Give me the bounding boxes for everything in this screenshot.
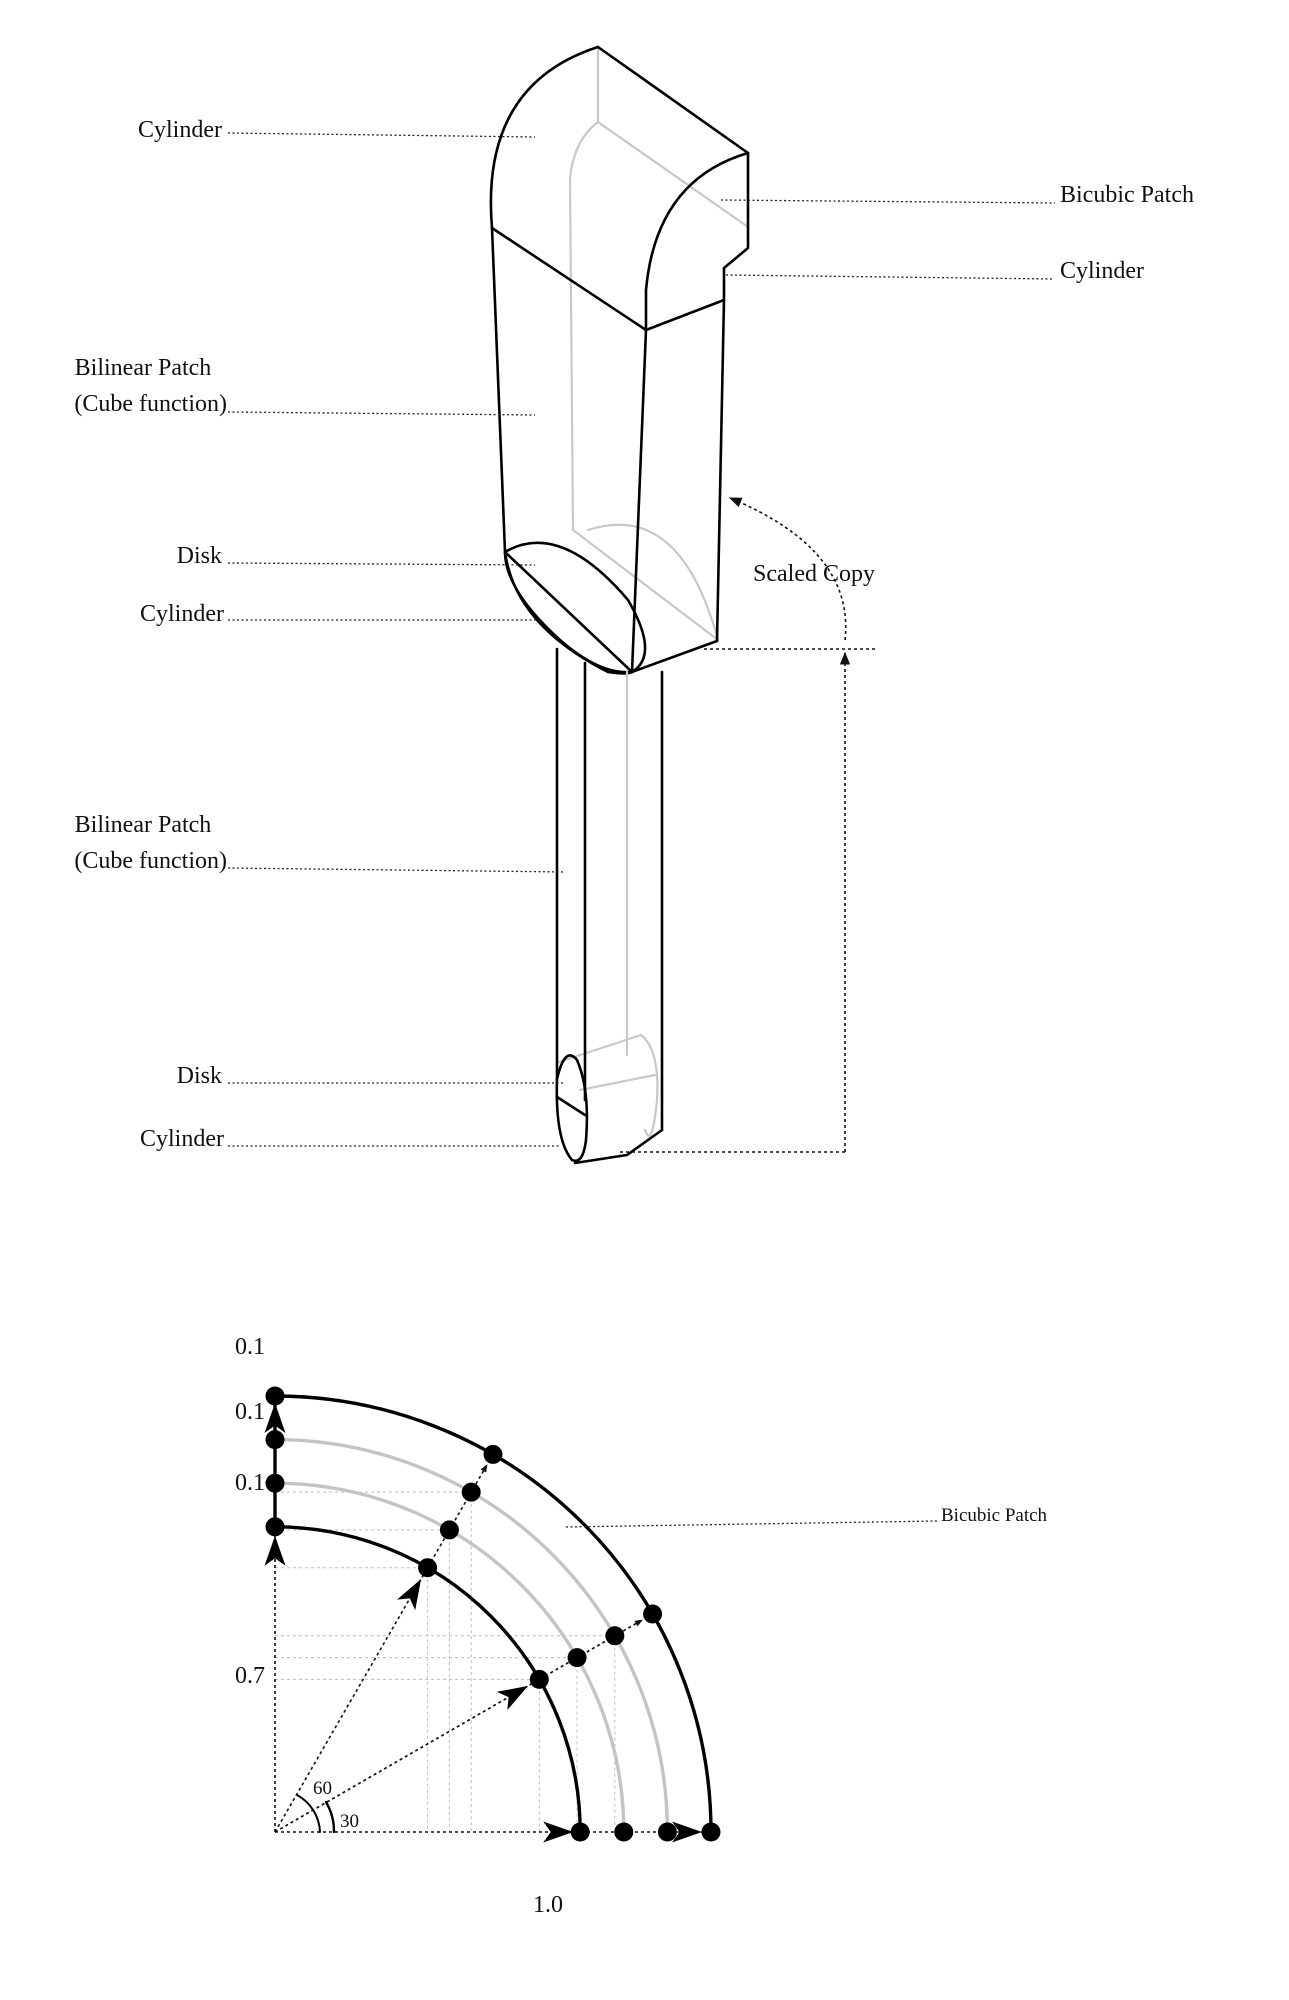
stem-edges: [555, 647, 664, 1165]
label-disk-bottom: Disk: [177, 1063, 222, 1089]
control-point: [567, 1648, 587, 1668]
control-point: [614, 1822, 634, 1842]
label-cylinder-top: Cylinder: [138, 117, 222, 143]
stem-hidden-edges: [557, 670, 659, 1137]
control-point: [418, 1558, 438, 1578]
handle-3d-figure: Cylinder Bicubic Patch Cylinder Bilinear…: [74, 45, 1194, 1165]
label-bilinear-lower-1: Bilinear Patch: [75, 812, 212, 838]
control-point: [657, 1822, 677, 1842]
label-bicubic-patch-quarter: Bicubic Patch: [941, 1505, 1048, 1526]
label-inner-radius: 0.7: [235, 1663, 265, 1689]
control-point: [461, 1482, 481, 1502]
construction-grid: [275, 1491, 616, 1832]
control-point: [439, 1520, 459, 1540]
scaled-copy-dimension: [620, 497, 875, 1153]
quarter-arcs: [274, 1394, 713, 1833]
label-angle-30: 30: [340, 1811, 359, 1832]
interior-arc: [274, 1437, 670, 1833]
boundary-arc: [274, 1525, 582, 1833]
construction-lines: [264, 1388, 711, 1843]
label-bilinear-upper-1: Bilinear Patch: [75, 355, 212, 381]
control-point: [701, 1822, 721, 1842]
label-bilinear-upper-2: (Cube function): [74, 391, 227, 417]
radial-ray: [274, 1464, 488, 1833]
label-base-length: 1.0: [533, 1892, 563, 1918]
control-point: [265, 1473, 285, 1493]
control-point: [570, 1822, 590, 1842]
boundary-arc: [274, 1394, 713, 1833]
label-step-1: 0.1: [235, 1334, 265, 1360]
lower-disk: [555, 1054, 589, 1163]
interior-arc: [274, 1481, 626, 1833]
control-points: [265, 1386, 721, 1842]
label-cylinder-bottom: Cylinder: [140, 1126, 224, 1152]
radial-arrow-inner: [496, 1685, 529, 1710]
leader-lines: [227, 132, 1056, 1147]
radial-arrow-inner: [397, 1578, 422, 1611]
label-step-3: 0.1: [235, 1470, 265, 1496]
upper-box-edges: [489, 45, 750, 675]
angle-arc-30: [324, 1800, 336, 1834]
control-point: [265, 1430, 285, 1450]
quarter-ring-diagram: Bicubic Patch 0.1 0.1 0.1 0.7 1.0 60 30: [235, 1334, 1048, 1918]
label-scaled-copy: Scaled Copy: [753, 561, 875, 587]
control-point: [265, 1517, 285, 1537]
figure-labels: Cylinder Bicubic Patch Cylinder Bilinear…: [74, 117, 1194, 1152]
control-point: [529, 1669, 549, 1689]
radial-ray: [274, 1619, 643, 1833]
label-angle-60: 60: [313, 1778, 332, 1799]
label-disk-mid: Disk: [177, 543, 222, 569]
upper-box-hidden-edges: [568, 45, 750, 642]
label-cylinder-mid: Cylinder: [140, 601, 224, 627]
label-cylinder-right: Cylinder: [1060, 258, 1144, 284]
label-bicubic-patch-top: Bicubic Patch: [1060, 182, 1194, 208]
label-bilinear-lower-2: (Cube function): [74, 848, 227, 874]
angle-arc-60: [296, 1794, 321, 1833]
label-step-2: 0.1: [235, 1399, 265, 1425]
upper-disk: [503, 541, 647, 674]
control-point: [643, 1604, 663, 1624]
bicubic-patch-leader: [565, 1520, 938, 1528]
control-point: [265, 1386, 285, 1406]
control-point: [605, 1626, 625, 1646]
control-point: [483, 1444, 503, 1464]
